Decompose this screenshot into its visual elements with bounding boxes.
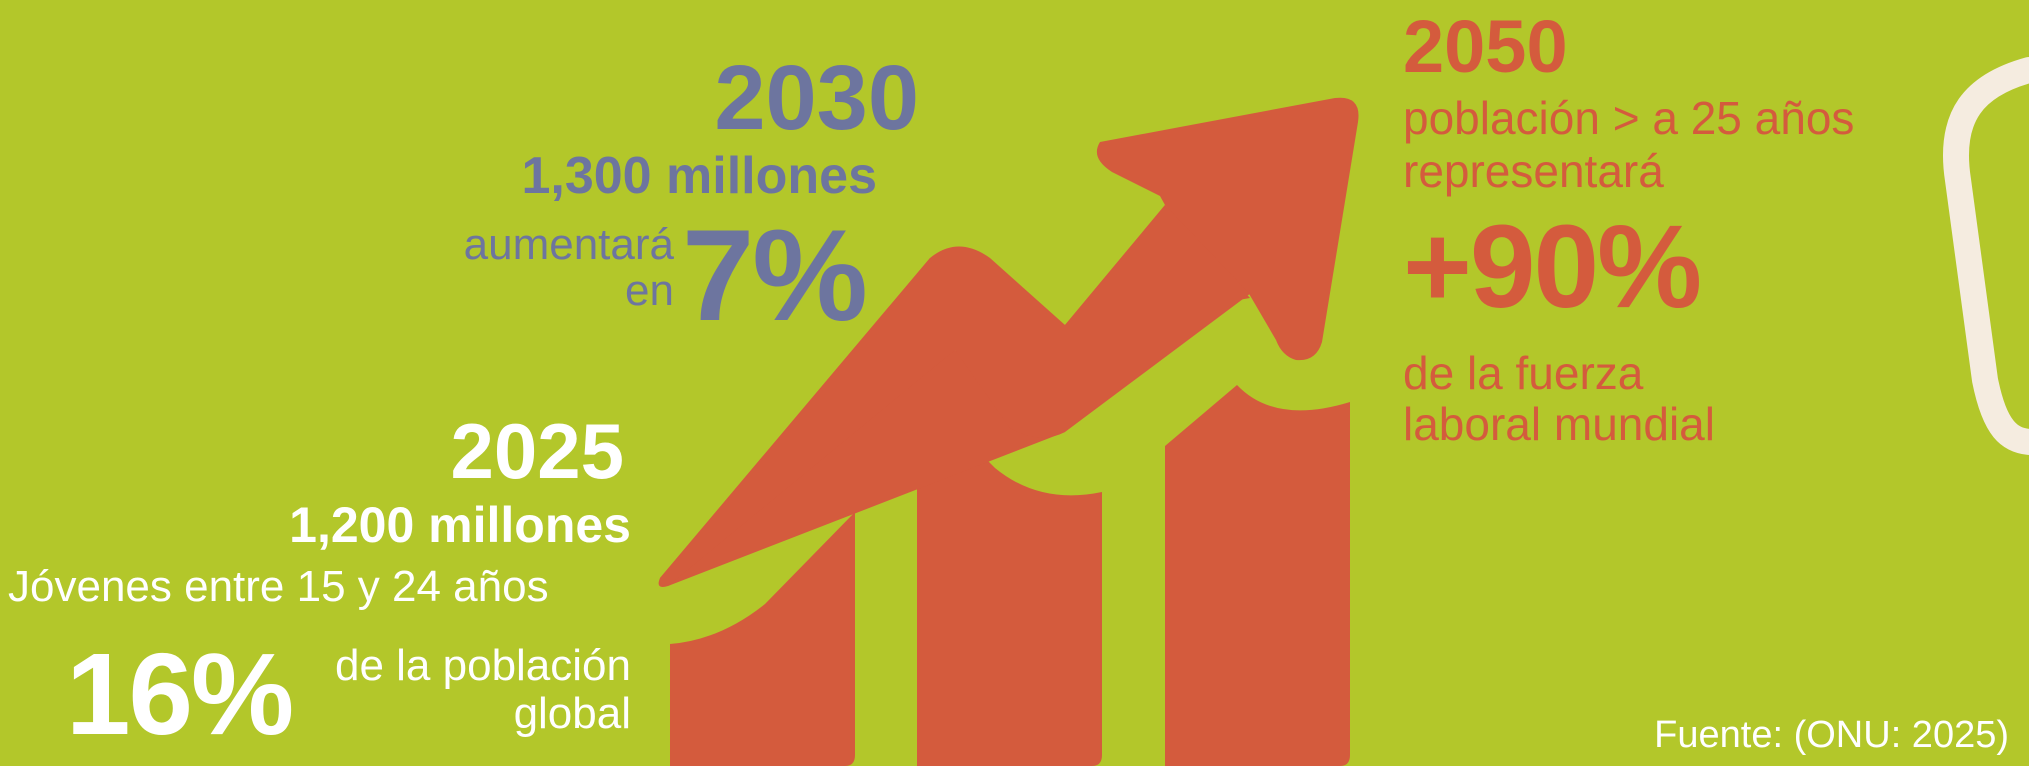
population-line-1: de la población <box>334 641 631 690</box>
projection-line-1: población > a 25 años <box>1403 92 1855 144</box>
year-2030: 2030 <box>714 47 919 149</box>
year-2050: 2050 <box>1403 5 1568 88</box>
population-line-2: global <box>513 689 631 739</box>
trend-arrow-head <box>1096 97 1359 361</box>
youth-description: Jóvenes entre 15 y 24 años <box>8 562 549 611</box>
source-credit: Fuente: (ONU: 2025) <box>1654 714 2009 756</box>
trend-arrow-zigzag <box>658 205 1255 587</box>
decorative-outline <box>1942 57 2029 455</box>
year-2025: 2025 <box>450 407 624 495</box>
bar-3 <box>1165 385 1350 766</box>
projection-line-2: representará <box>1403 144 1664 197</box>
increase-prep: en <box>625 266 674 316</box>
workforce-label: de la fuerza laboral mundial <box>1403 348 1715 449</box>
bar-1 <box>670 512 855 766</box>
bar-2 <box>917 428 1102 766</box>
projection-2050: población > a 25 años representará <box>1403 92 1854 198</box>
percent-2025: 16% <box>66 629 294 759</box>
workforce-line-2: laboral mundial <box>1403 397 1715 450</box>
increase-label: aumentará en <box>463 220 674 316</box>
population-label: de la población global <box>334 641 631 739</box>
workforce-line-1: de la fuerza <box>1403 347 1644 399</box>
amount-2025: 1,200 millones <box>289 497 631 553</box>
increase-word: aumentará <box>463 220 674 269</box>
amount-2030: 1,300 millones <box>521 147 877 205</box>
percent-2030: 7% <box>682 202 868 348</box>
percent-2050: +90% <box>1403 201 1702 333</box>
